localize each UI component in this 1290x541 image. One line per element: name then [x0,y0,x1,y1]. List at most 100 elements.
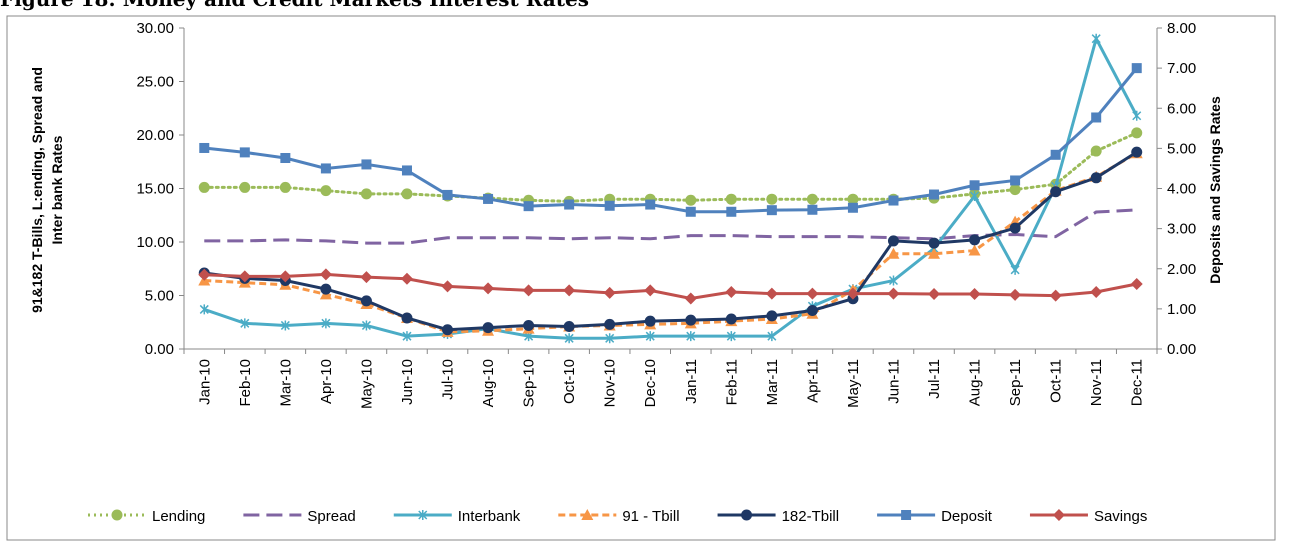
marker [644,284,657,297]
x-tick-label: Dec-10 [642,359,659,407]
marker [360,271,373,284]
marker [442,189,453,200]
marker [320,185,332,197]
marker [401,188,413,200]
marker [482,322,494,334]
chart-title: Figure 18: Money and Credit Markets Inte… [0,0,589,11]
legend-label: Spread [307,508,355,525]
marker [928,237,940,249]
y-tick-label: 25.00 [136,74,174,91]
marker [360,295,372,307]
x-tick-label: Nov-10 [602,359,619,407]
y-tick-label: 30.00 [136,20,174,37]
marker [846,287,859,300]
x-tick-label: Jan-10 [196,359,213,405]
marker [564,199,575,210]
y2-tick-label: 1.00 [1167,301,1196,318]
marker [1090,286,1103,299]
marker [847,193,859,205]
y-tick-label: 10.00 [136,234,174,251]
marker [1131,146,1143,158]
marker [361,320,371,331]
legend-label: Interbank [458,508,521,525]
legend-label: 182-Tbill [782,508,840,525]
marker [111,509,123,521]
marker [523,319,535,331]
marker [1050,149,1061,160]
marker [1050,186,1062,198]
marker [887,287,900,300]
marker [442,324,454,336]
marker [1131,63,1142,74]
marker [401,312,413,324]
series-line [204,67,1138,214]
legend-label: Deposit [941,508,993,525]
marker [1131,127,1143,139]
marker [1090,172,1102,184]
marker [441,280,454,293]
y2-tick-label: 7.00 [1167,60,1196,77]
x-tick-label: Oct-10 [561,359,578,404]
marker [968,288,981,301]
marker [581,509,594,520]
marker [741,509,753,521]
legend-label: Lending [152,508,205,525]
marker [401,165,412,176]
marker [604,318,616,330]
marker [1052,509,1065,521]
marker [767,331,777,342]
marker [522,284,535,297]
x-tick-label: Mar-11 [764,359,781,405]
marker [1010,175,1021,186]
marker [726,206,737,217]
y-tick-label: 5.00 [145,288,174,305]
marker [320,163,331,174]
marker [765,287,778,300]
y2-tick-label: 0.00 [1167,341,1196,358]
marker [684,292,697,305]
marker [645,199,656,210]
marker [644,315,656,327]
marker [766,205,777,216]
marker [605,333,615,344]
marker [928,247,941,259]
marker [685,194,697,206]
marker [725,286,738,299]
marker [238,270,251,283]
x-tick-label: Jun-11 [885,359,902,404]
marker [1130,277,1143,290]
marker [968,244,981,256]
marker [1009,222,1021,234]
marker [887,235,899,247]
marker [199,142,210,153]
marker [847,202,858,213]
x-tick-label: Jun-10 [399,359,416,405]
marker [901,510,912,520]
y2-tick-label: 8.00 [1167,20,1196,37]
marker [1091,112,1102,123]
marker [198,268,211,281]
marker [240,318,250,329]
x-tick-label: Jul-10 [440,359,457,400]
marker [1091,33,1101,44]
x-tick-label: Aug-11 [967,359,984,406]
y2-axis-label: Deposits and Savings Rates [1207,96,1223,284]
marker [887,247,900,259]
marker [603,286,616,299]
marker [280,153,291,164]
marker [279,181,291,193]
y2-tick-label: 2.00 [1167,261,1196,278]
x-tick-label: Nov-11 [1088,359,1105,406]
marker [320,283,332,295]
marker [766,193,778,205]
marker [523,201,534,212]
marker [563,284,576,297]
series-line [202,131,1139,203]
marker [806,304,818,316]
legend-label: 91 - Tbill [622,508,679,525]
marker [482,282,495,295]
marker [686,331,696,342]
x-tick-label: Mar-10 [277,359,294,407]
x-tick-label: Feb-10 [237,359,254,407]
